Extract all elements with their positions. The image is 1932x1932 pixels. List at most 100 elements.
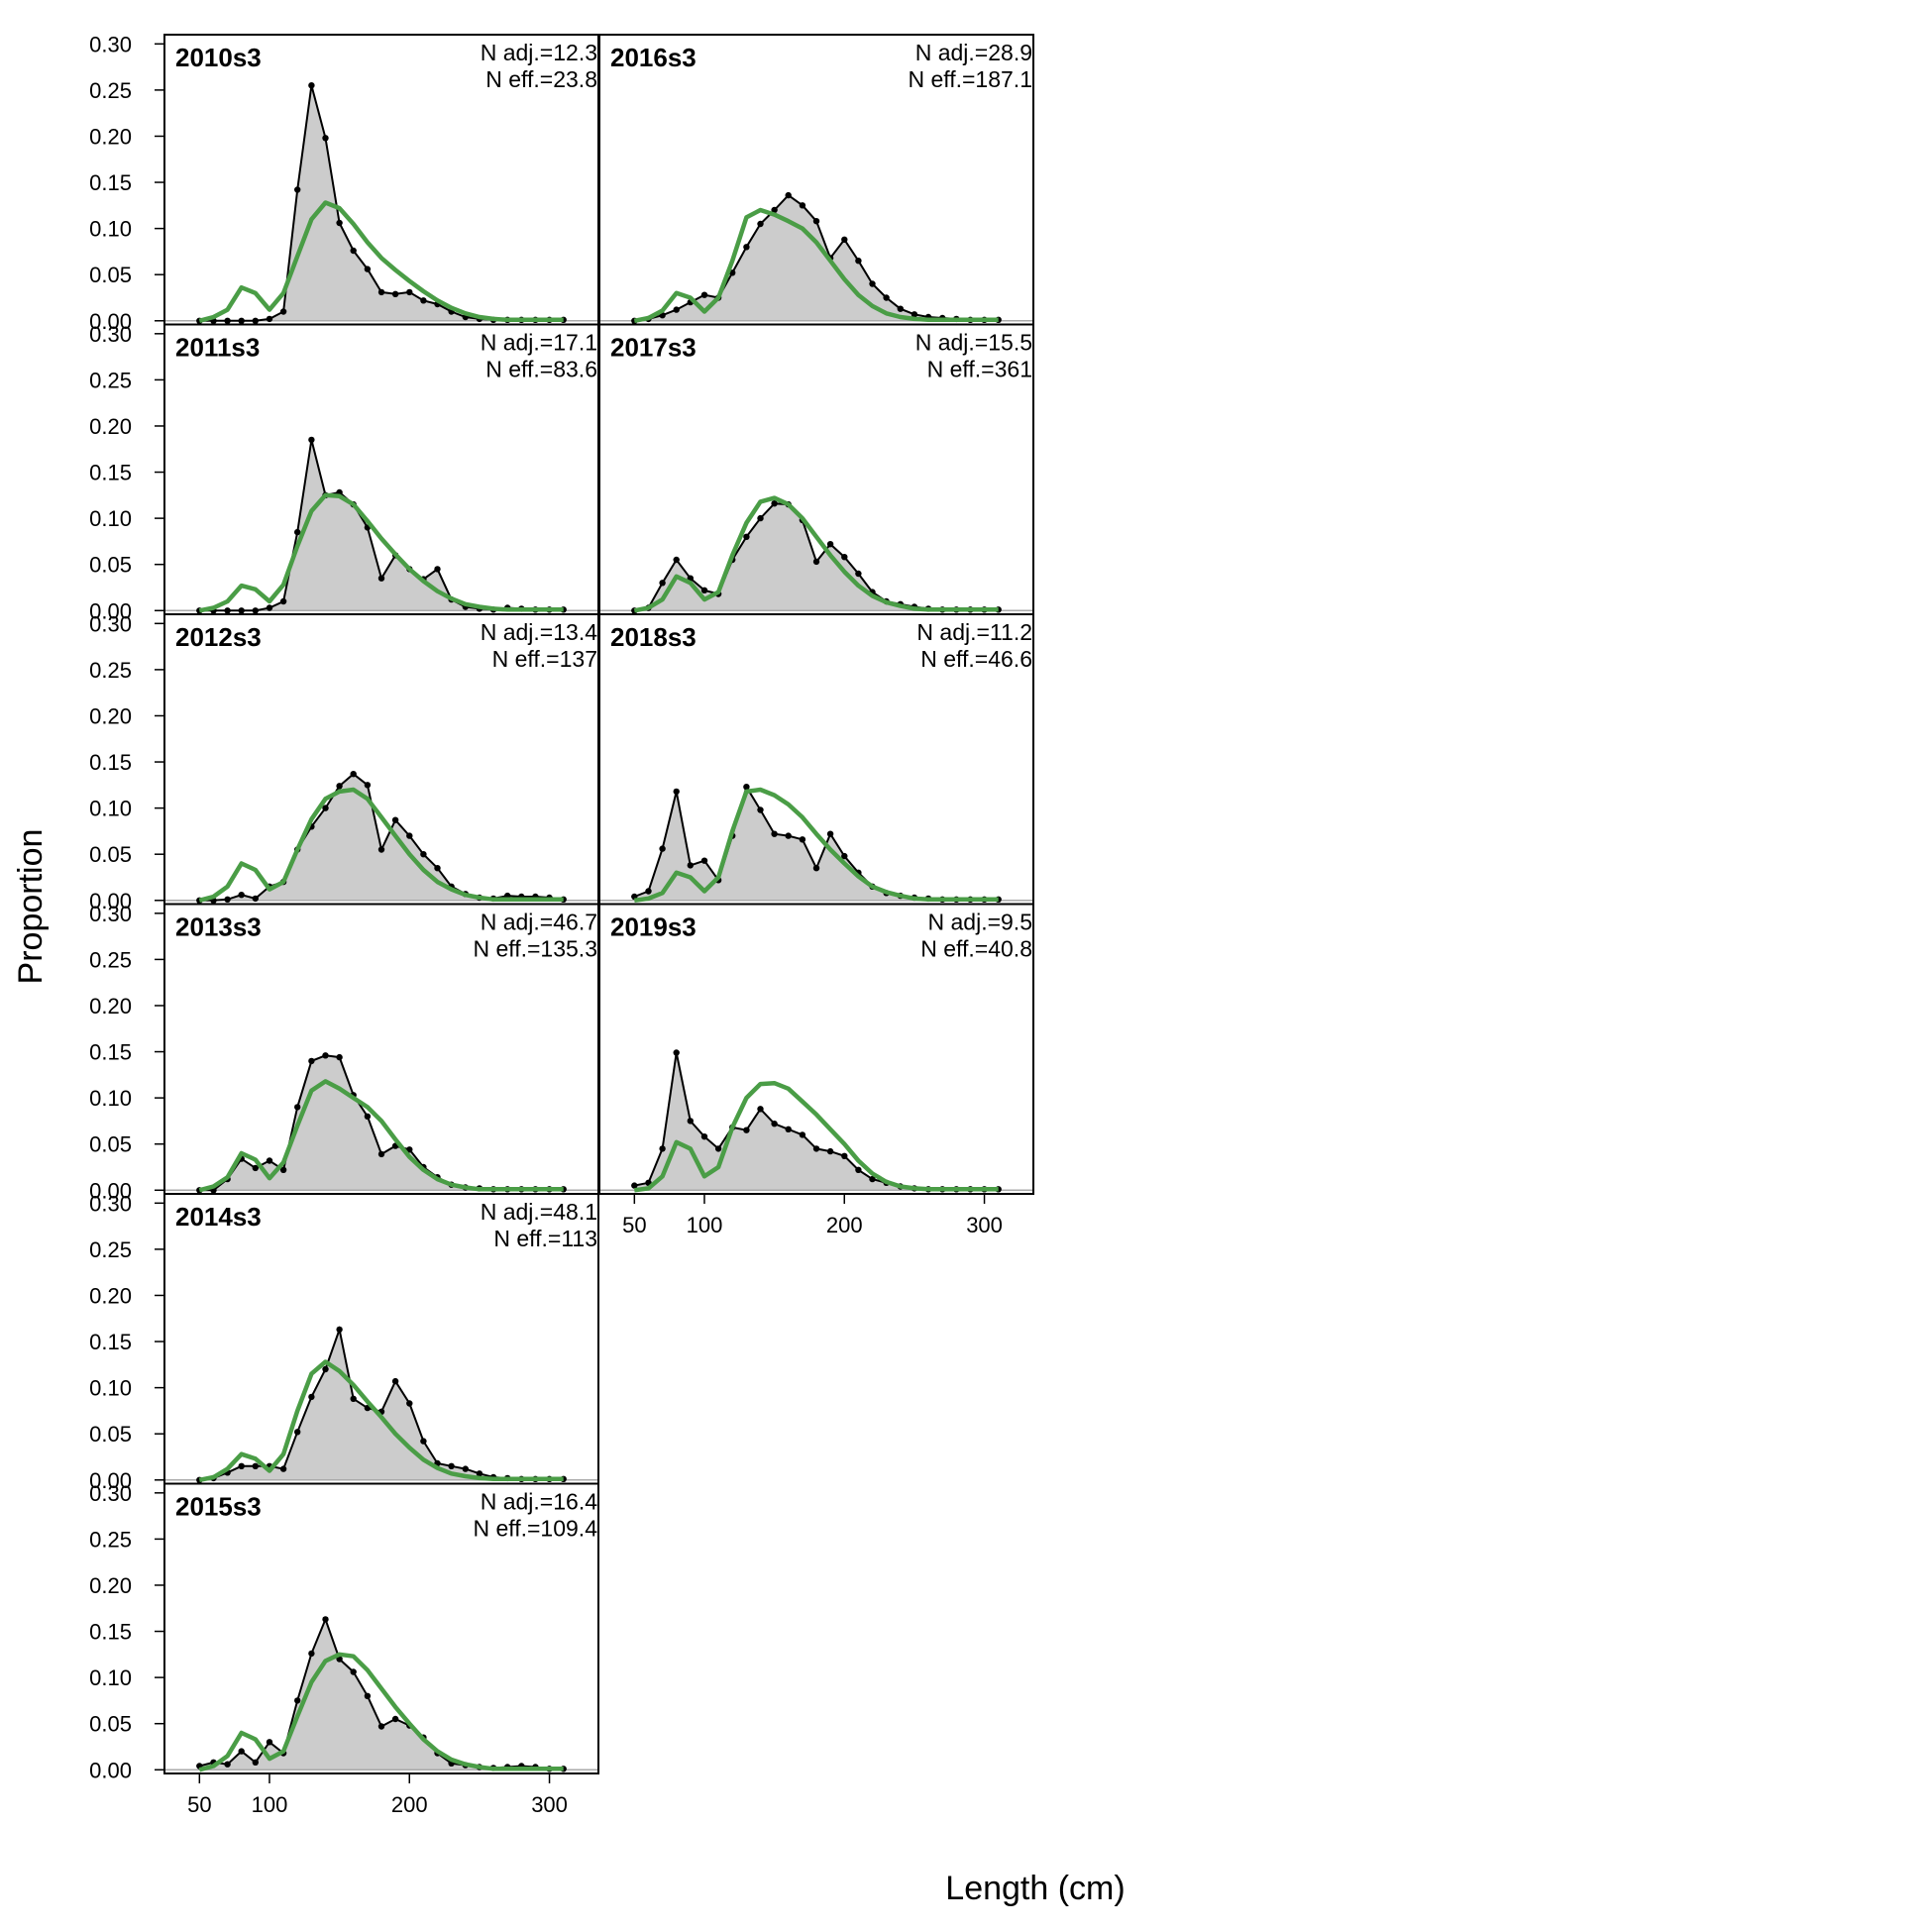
observed-point (869, 1175, 876, 1183)
observed-point (406, 288, 413, 296)
y-tick-label: 0.15 (89, 170, 132, 195)
observed-point (841, 554, 848, 561)
panel-title: 2012s3 (175, 622, 262, 652)
observed-area (199, 774, 564, 901)
n-eff-label: N eff.=83.6 (485, 357, 597, 382)
panel-title: 2015s3 (175, 1492, 262, 1522)
n-adj-label: N adj.=11.2 (916, 619, 1032, 645)
observed-point (911, 311, 918, 318)
x-tick-label: 100 (252, 1792, 288, 1817)
y-tick-label: 0.30 (89, 32, 132, 56)
observed-point (294, 1697, 301, 1704)
observed-point (826, 830, 834, 837)
observed-point (238, 317, 245, 324)
observed-point (812, 865, 820, 872)
panel-frame (163, 1482, 599, 1774)
x-axis-title: Length (cm) (945, 1870, 1125, 1907)
observed-point (322, 1365, 329, 1373)
panel-title: 2016s3 (610, 43, 697, 72)
observed-point (266, 604, 273, 611)
n-eff-label: N eff.=137 (492, 646, 597, 672)
observed-point (391, 1715, 399, 1723)
observed-area (199, 439, 564, 611)
observed-point (812, 1145, 820, 1152)
y-tick-label: 0.20 (89, 414, 132, 439)
x-tick-label: 300 (966, 1213, 1003, 1237)
observed-point (757, 806, 764, 813)
observed-point (308, 1393, 315, 1401)
n-adj-label: N adj.=17.1 (481, 330, 597, 356)
observed-point (294, 1429, 301, 1436)
observed-point (785, 191, 792, 199)
observed-point (700, 1133, 708, 1140)
x-tick-label: 50 (187, 1792, 211, 1817)
n-adj-label: N adj.=16.4 (481, 1489, 597, 1515)
n-eff-label: N eff.=40.8 (920, 936, 1032, 962)
y-tick-label: 0.20 (89, 703, 132, 728)
panel-2011s3: 2011s3 N adj.=17.1N eff.=83.6 0.00 0.05 0.10… (89, 322, 599, 623)
observed-point (308, 1057, 315, 1065)
observed-point (420, 1438, 427, 1445)
expected-line (198, 1079, 564, 1193)
observed-point (673, 556, 680, 564)
observed-point (771, 206, 778, 214)
observed-point (476, 1470, 483, 1477)
observed-point (700, 291, 708, 298)
observed-point (743, 533, 750, 540)
observed-point (659, 1145, 666, 1152)
y-tick-label: 0.25 (89, 658, 132, 683)
observed-point (659, 580, 666, 587)
y-tick-label: 0.25 (89, 368, 132, 392)
expected-line (633, 207, 999, 324)
panel-title: 2019s3 (610, 912, 697, 942)
panel-frame (598, 903, 1034, 1195)
observed-point (855, 258, 862, 265)
y-tick-label: 0.05 (89, 263, 132, 287)
observed-point (238, 1462, 245, 1470)
observed-point (224, 896, 231, 903)
observed-area (199, 85, 564, 321)
observed-point (252, 1462, 259, 1470)
observed-point (322, 1052, 329, 1059)
panel-2017s3: 2017s3 N adj.=15.5N eff.=361 (598, 323, 1034, 615)
observed-point (462, 1465, 469, 1472)
observed-point (869, 280, 876, 287)
observed-point (743, 1127, 750, 1133)
n-eff-label: N eff.=187.1 (908, 66, 1032, 92)
x-tick-label: 200 (391, 1792, 428, 1817)
expected-line (634, 1080, 999, 1193)
observed-point (406, 832, 413, 839)
y-tick-label: 0.15 (89, 1040, 132, 1065)
observed-point (757, 220, 764, 228)
observed-point (826, 541, 834, 548)
panel-2012s3: 2012s3 N adj.=13.4N eff.=137 0.00 0.05 0.10 0… (89, 611, 599, 913)
n-adj-label: N adj.=48.1 (481, 1199, 597, 1225)
observed-point (714, 1145, 722, 1152)
observed-area (199, 1329, 564, 1480)
panels-layer: 2010s3 N adj.=12.3N eff.=23.8 0.00 0.05 0.10… (89, 32, 1034, 1817)
y-tick-label: 0.15 (89, 1330, 132, 1354)
y-tick-label: 0.10 (89, 1665, 132, 1690)
panel-2014s3: 2014s3 N adj.=48.1N eff.=113 0.00 0.05 0.10 0… (89, 1191, 599, 1493)
observed-area (634, 1052, 999, 1191)
observed-point (771, 1121, 778, 1127)
panel-2019s3: 2019s3 N adj.=9.5N eff.=40.8 50 100 200 300 (598, 903, 1034, 1237)
observed-point (364, 1113, 372, 1121)
n-eff-label: N eff.=135.3 (473, 936, 597, 962)
observed-point (322, 135, 329, 142)
observed-point (364, 1692, 372, 1700)
y-tick-label: 0.25 (89, 1237, 132, 1262)
n-eff-label: N eff.=361 (927, 357, 1032, 382)
y-tick-label: 0.00 (89, 1468, 132, 1493)
panel-2013s3: 2013s3 N adj.=46.7N eff.=135.3 0.00 0.05 0.1… (89, 902, 599, 1203)
y-tick-label: 0.15 (89, 750, 132, 775)
observed-point (308, 436, 315, 444)
n-adj-label: N adj.=9.5 (928, 910, 1033, 935)
observed-point (434, 865, 441, 872)
y-tick-label: 0.00 (89, 598, 132, 623)
observed-point (377, 846, 385, 853)
y-tick-label: 0.30 (89, 902, 132, 926)
observed-point (336, 1326, 343, 1334)
y-tick-label: 0.30 (89, 322, 132, 347)
observed-point (391, 816, 399, 823)
